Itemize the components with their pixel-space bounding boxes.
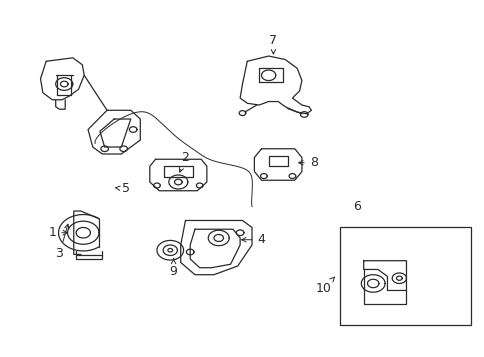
Text: 3: 3 (56, 224, 69, 260)
Text: 5: 5 (115, 182, 130, 196)
Text: 10: 10 (315, 277, 334, 295)
Bar (339, 227, 469, 326)
Text: 4: 4 (241, 233, 265, 246)
Text: 8: 8 (298, 156, 317, 169)
Text: 2: 2 (179, 151, 189, 172)
Text: 7: 7 (269, 34, 277, 54)
Text: 6: 6 (352, 200, 360, 213)
Text: 1: 1 (48, 226, 67, 239)
Text: 9: 9 (169, 259, 177, 278)
